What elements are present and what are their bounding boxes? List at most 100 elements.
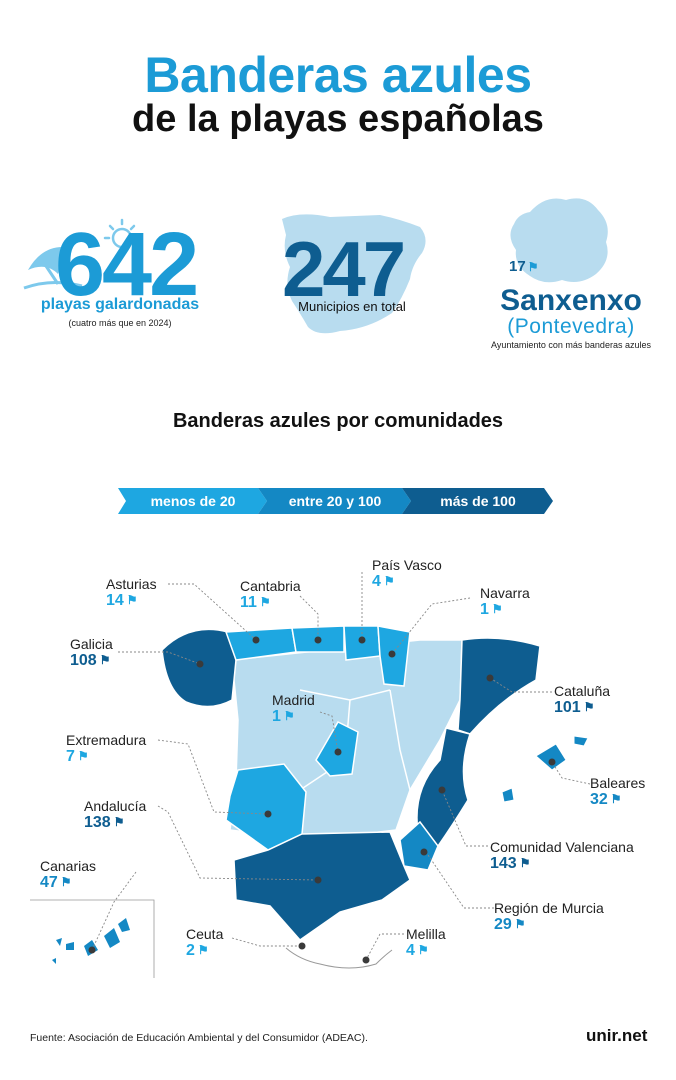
label-pais-vasco-value: 4 ⚑ <box>372 573 395 590</box>
label-ceuta-value: 2 ⚑ <box>186 942 209 959</box>
dot-cataluna <box>486 674 494 682</box>
dot-canarias <box>88 946 96 954</box>
sanxenxo-name: Sanxenxo <box>500 284 642 317</box>
leader-galicia <box>118 651 201 665</box>
region-galicia <box>161 628 237 708</box>
leader-ceuta <box>231 937 302 947</box>
leader-cataluna <box>489 677 552 693</box>
dot-galicia <box>196 660 204 668</box>
label-valenciana-value: 143 ⚑ <box>490 855 531 872</box>
flag-icon: ⚑ <box>197 943 209 957</box>
beach-umbrella-sun-icon <box>23 218 141 290</box>
label-andalucia-value: 138 ⚑ <box>84 814 125 831</box>
label-cataluna-value: 101 ⚑ <box>554 699 595 716</box>
leader-murcia <box>425 851 494 909</box>
region-canarias <box>52 918 130 964</box>
flag-icon: ⚑ <box>126 593 138 607</box>
label-canarias-name: Canarias <box>40 858 97 874</box>
beaches-label: playas galardonadas <box>40 296 200 313</box>
dot-cantabria <box>314 636 322 644</box>
spain-map-icon <box>282 214 426 334</box>
africa-coastline <box>285 947 393 969</box>
label-ceuta-name: Ceuta <box>186 926 224 942</box>
dot-baleares <box>548 758 556 766</box>
legend-swatch-low <box>118 488 267 514</box>
sanxenxo-flags-count: 17 ⚑ <box>509 258 539 275</box>
label-navarra-name: Navarra <box>480 585 530 601</box>
legend-label-high: más de 100 <box>440 493 516 509</box>
label-extremadura-name: Extremadura <box>66 732 147 748</box>
label-cataluna-name: Cataluña <box>554 683 611 699</box>
flag-icon: ⚑ <box>514 917 526 931</box>
label-murcia-name: Región de Murcia <box>494 900 604 916</box>
legend-label-mid: entre 20 y 100 <box>288 493 382 509</box>
legend: menos de 20 entre 20 y 100 más de 100 <box>118 488 554 514</box>
label-melilla-name: Melilla <box>406 926 446 942</box>
label-galicia-value: 108 ⚑ <box>70 652 111 669</box>
municipalities-label: Municipios en total <box>298 299 406 314</box>
sanxenxo-note: Ayuntamiento con más banderas azules <box>491 340 651 350</box>
flag-icon: ⚑ <box>99 653 111 667</box>
label-melilla-value: 4 ⚑ <box>406 942 429 959</box>
leader-canarias <box>91 871 137 951</box>
flag-icon: ⚑ <box>417 943 429 957</box>
flag-icon: ⚑ <box>60 875 72 889</box>
canarias-inset-frame <box>30 899 155 978</box>
flag-icon: ⚑ <box>519 856 531 870</box>
label-cantabria-value: 11 ⚑ <box>240 594 271 611</box>
dot-navarra <box>388 650 396 658</box>
legend-swatch-mid <box>258 488 411 514</box>
label-madrid-name: Madrid <box>272 692 315 708</box>
leader-madrid <box>319 711 339 753</box>
flag-icon: ⚑ <box>259 595 271 609</box>
dot-asturias <box>252 636 260 644</box>
page-subtitle: de la playas españolas <box>132 98 544 140</box>
source-note: Fuente: Asociación de Educación Ambienta… <box>30 1032 368 1044</box>
flag-icon: ⚑ <box>610 792 622 806</box>
region-baleares <box>501 735 589 803</box>
chart-title: Banderas azules por comunidades <box>172 410 504 432</box>
label-galicia-name: Galicia <box>70 636 113 652</box>
galicia-map-icon <box>510 198 608 283</box>
flag-icon: ⚑ <box>283 709 295 723</box>
label-murcia-value: 29 ⚑ <box>494 916 526 933</box>
dot-extremadura <box>264 810 272 818</box>
flag-icon: ⚑ <box>113 815 125 829</box>
label-madrid-value: 1 ⚑ <box>272 708 295 725</box>
flag-icon: ⚑ <box>583 700 595 714</box>
dot-andalucia <box>314 876 322 884</box>
leader-navarra <box>391 597 471 655</box>
label-extremadura-value: 7 ⚑ <box>66 748 89 765</box>
dot-valenciana <box>438 786 446 794</box>
sanxenxo-province: (Pontevedra) <box>507 315 635 338</box>
leader-baleares <box>551 761 591 785</box>
leader-melilla <box>365 933 404 961</box>
dot-pais-vasco <box>358 636 366 644</box>
beaches-count: 642 <box>55 215 199 315</box>
label-asturias-name: Asturias <box>106 576 157 592</box>
region-andalucia <box>233 831 411 941</box>
flag-icon: ⚑ <box>491 602 503 616</box>
beaches-note: (cuatro más que en 2024) <box>68 318 172 328</box>
label-pais-vasco-name: País Vasco <box>372 557 442 573</box>
label-cantabria-name: Cantabria <box>240 578 301 594</box>
legend-swatch-high <box>402 488 553 514</box>
flag-icon: ⚑ <box>383 574 395 588</box>
dot-murcia <box>420 848 428 856</box>
dot-melilla <box>362 956 370 964</box>
leader-valenciana <box>441 789 488 847</box>
dot-ceuta <box>298 942 306 950</box>
municipalities-count: 247 <box>282 225 406 313</box>
spain-choropleth-map <box>30 572 591 978</box>
label-baleares-name: Baleares <box>590 775 646 791</box>
legend-label-low: menos de 20 <box>150 493 236 509</box>
leader-andalucia <box>157 805 319 881</box>
label-navarra-value: 1 ⚑ <box>480 601 503 618</box>
brand-logo[interactable]: unir.net <box>586 1026 648 1045</box>
flag-icon: ⚑ <box>527 260 539 274</box>
label-valenciana-name: Comunidad Valenciana <box>490 839 634 855</box>
page-title: Banderas azules <box>144 47 532 103</box>
region-murcia <box>399 820 439 871</box>
label-baleares-value: 32 ⚑ <box>590 791 622 808</box>
label-asturias-value: 14 ⚑ <box>106 592 138 609</box>
